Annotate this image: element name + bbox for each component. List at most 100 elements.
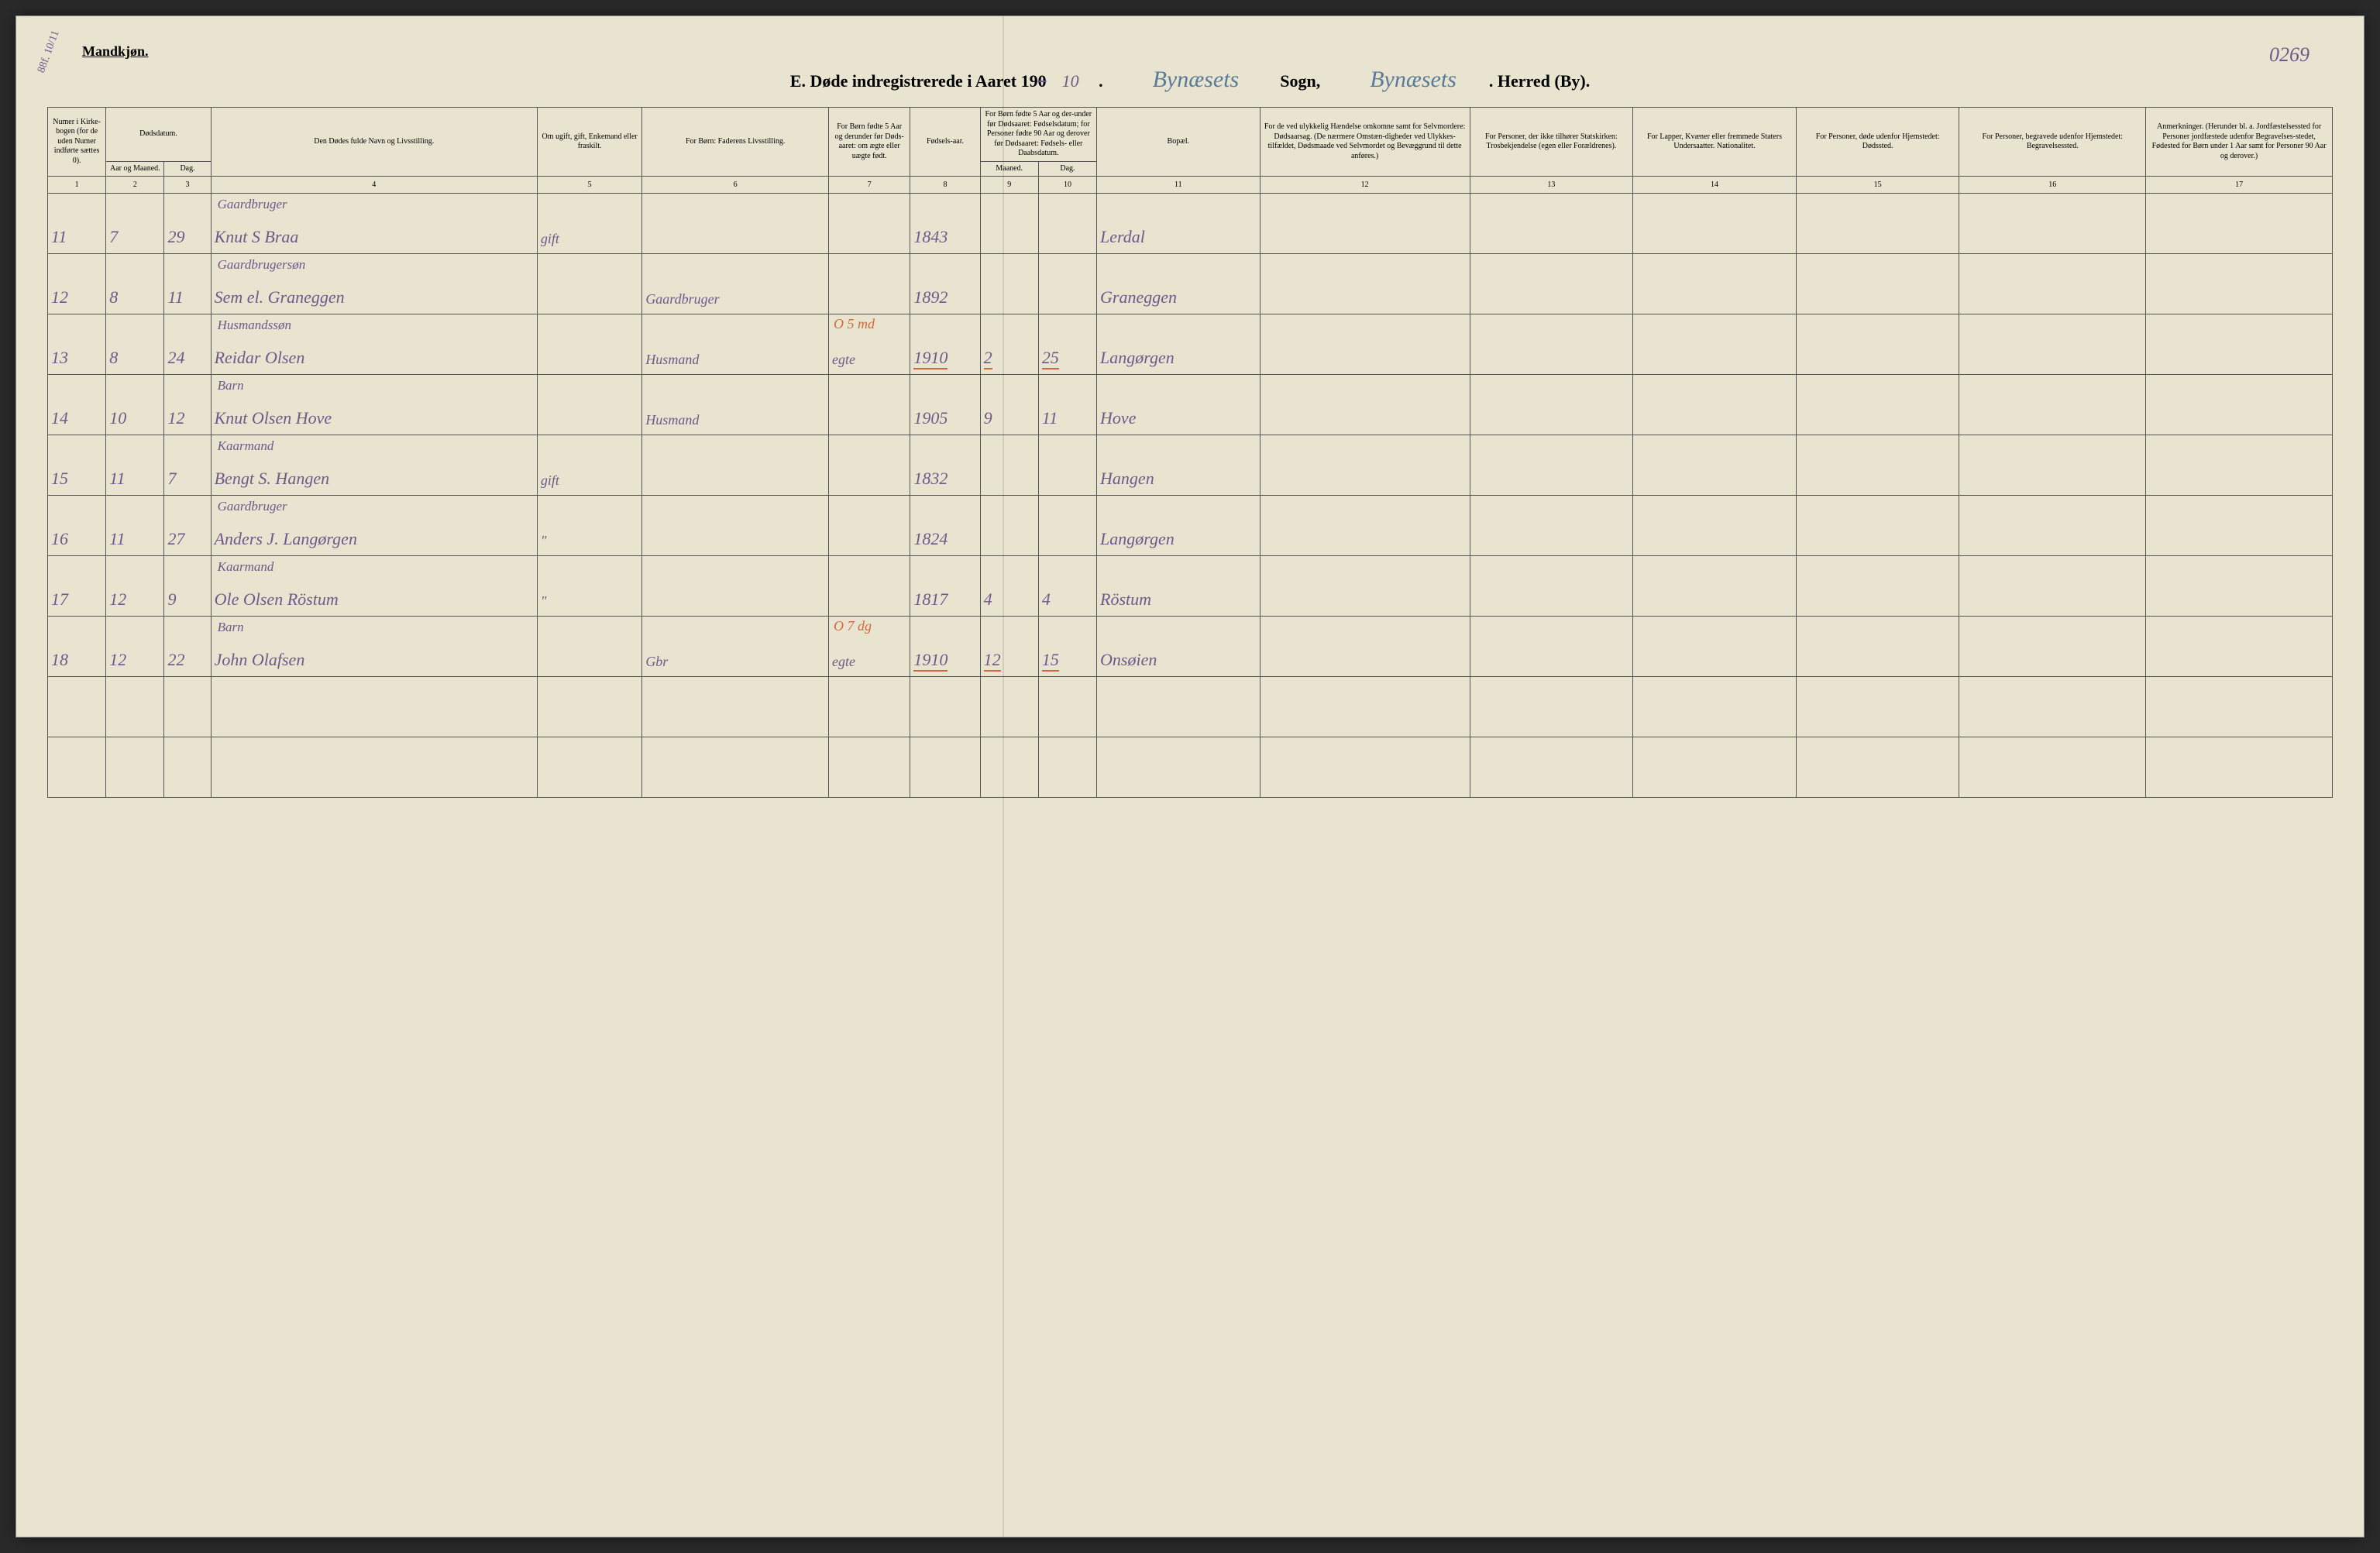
cell <box>1470 375 1633 435</box>
cell-value: 9 <box>984 408 992 428</box>
cell-empty <box>48 737 106 798</box>
cell-value: 1910 <box>913 650 948 672</box>
cell-value: 12 <box>167 408 184 428</box>
cell-value: 1832 <box>913 469 948 488</box>
cell-empty <box>164 737 211 798</box>
cell-value: 11 <box>109 469 125 488</box>
table-row: 11729GaardbrugerKnut S Braagift1843Lerda… <box>48 194 2333 254</box>
cell: 27 <box>164 496 211 556</box>
cell <box>1260 496 1470 556</box>
cell: 9 <box>164 556 211 617</box>
cell-empty <box>1633 677 1797 737</box>
cell <box>1470 194 1633 254</box>
cell <box>1796 375 1959 435</box>
cell: gift <box>537 194 641 254</box>
cell: GaardbrugerAnders J. Langørgen <box>211 496 537 556</box>
cell: 9 <box>980 375 1038 435</box>
cell <box>1470 254 1633 314</box>
cell-value: 25 <box>1042 348 1059 369</box>
cell: 7 <box>164 435 211 496</box>
title-row: E. Døde indregistrerede i Aaret 19010 . … <box>47 67 2333 93</box>
col-header-17: Anmerkninger. (Herunder bl. a. Jordfæste… <box>2146 108 2333 177</box>
cell-empty <box>106 737 164 798</box>
cell <box>1796 617 1959 677</box>
cell <box>829 254 910 314</box>
red-annotation: O 5 md <box>834 316 875 332</box>
cell: GaardbrugerKnut S Braa <box>211 194 537 254</box>
cell-value: 13 <box>51 348 68 367</box>
cell: Hove <box>1097 375 1261 435</box>
cell <box>1470 617 1633 677</box>
cell <box>1260 254 1470 314</box>
table-row: 141012BarnKnut Olsen HoveHusmand1905911H… <box>48 375 2333 435</box>
cell <box>980 194 1038 254</box>
cell-value: Hove <box>1100 408 1136 428</box>
occupation-text: Gaardbruger <box>218 499 287 514</box>
cell <box>1470 314 1633 375</box>
cell-value: Knut Olsen Hove <box>215 408 332 428</box>
cell-value: Hangen <box>1100 469 1154 488</box>
cell-empty <box>537 677 641 737</box>
cell <box>1038 435 1096 496</box>
cell <box>1796 314 1959 375</box>
cell: 8 <box>106 314 164 375</box>
red-annotation: O 7 dg <box>834 618 872 634</box>
cell: 12 <box>980 617 1038 677</box>
cell-value: Husmand <box>645 412 699 428</box>
cell: Husmand <box>642 375 829 435</box>
cell-empty <box>2146 737 2333 798</box>
colnum: 5 <box>537 177 641 194</box>
cell <box>980 435 1038 496</box>
cell <box>980 254 1038 314</box>
cell: 10 <box>106 375 164 435</box>
cell <box>2146 617 2333 677</box>
cell: Lerdal <box>1097 194 1261 254</box>
cell: 14 <box>48 375 106 435</box>
cell-value: 15 <box>51 469 68 488</box>
cell <box>642 435 829 496</box>
cell-value: 7 <box>167 469 176 488</box>
register-table: Numer i Kirke-bogen (for de uden Numer i… <box>47 107 2333 798</box>
cell-empty <box>1260 677 1470 737</box>
cell-value: Lerdal <box>1100 227 1145 246</box>
table-body: 1 2 3 4 5 6 7 8 9 10 11 12 13 14 15 16 1… <box>48 177 2333 798</box>
cell-value: 17 <box>51 589 68 609</box>
cell-empty <box>164 677 211 737</box>
cell-empty <box>106 677 164 737</box>
cell <box>829 496 910 556</box>
table-row-empty <box>48 677 2333 737</box>
cell-empty <box>1097 737 1261 798</box>
cell: Hangen <box>1097 435 1261 496</box>
cell-empty <box>537 737 641 798</box>
cell <box>537 314 641 375</box>
cell-value: egte <box>832 654 855 669</box>
cell-empty <box>642 677 829 737</box>
occupation-text: Gaardbruger <box>218 197 287 212</box>
cell-value: 18 <box>51 650 68 669</box>
cell <box>1260 435 1470 496</box>
cell: Langørgen <box>1097 314 1261 375</box>
cell-value: Gbr <box>645 654 668 669</box>
colnum: 4 <box>211 177 537 194</box>
cell-value: 4 <box>984 589 992 609</box>
page-number: 0269 <box>2269 43 2309 67</box>
cell-empty <box>1038 677 1096 737</box>
title-period: . <box>1095 71 1103 91</box>
cell-value: 1817 <box>913 589 948 609</box>
cell-value: 24 <box>167 348 184 367</box>
cell <box>1260 617 1470 677</box>
col-header-5: Om ugift, gift, Enkemand eller fraskilt. <box>537 108 641 177</box>
col-header-2b: Aar og Maaned. <box>106 161 164 177</box>
cell <box>1633 556 1797 617</box>
colnum: 8 <box>910 177 980 194</box>
cell <box>1633 435 1797 496</box>
cell-value: 7 <box>109 227 118 246</box>
cell <box>829 435 910 496</box>
col-header-13: For Personer, der ikke tilhører Statskir… <box>1470 108 1633 177</box>
cell <box>537 375 641 435</box>
cell <box>829 194 910 254</box>
cell-value: 12 <box>984 650 1001 672</box>
colnum: 2 <box>106 177 164 194</box>
cell <box>1038 194 1096 254</box>
cell <box>2146 435 2333 496</box>
